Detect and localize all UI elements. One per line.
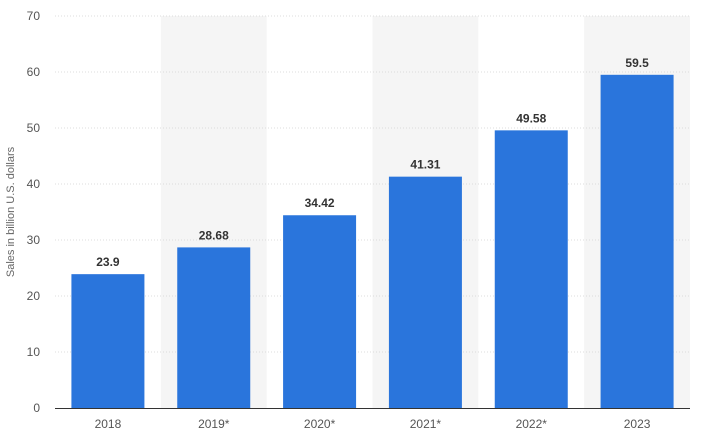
bar-2022[interactable]: [494, 130, 568, 409]
bar-2018[interactable]: [71, 274, 145, 408]
y-tick-label: 70: [27, 9, 41, 23]
bar-2023[interactable]: [600, 74, 674, 409]
y-tick-label: 60: [27, 65, 41, 79]
y-tick-label: 30: [27, 233, 41, 247]
y-axis-title: Sales in billion U.S. dollars: [5, 146, 17, 277]
y-axis-ticks: 0 10 20 30 40 50 60 70: [27, 9, 41, 415]
y-tick-label: 10: [27, 345, 41, 359]
x-tick-label: 2022*: [516, 417, 548, 431]
x-axis-ticks: 2018 2019* 2020* 2021* 2022* 2023: [95, 417, 651, 431]
data-label: 34.42: [305, 196, 335, 210]
data-label: 41.31: [410, 158, 440, 172]
data-label: 28.68: [199, 228, 229, 242]
bars: [71, 74, 674, 409]
data-label: 49.58: [516, 111, 546, 125]
y-tick-label: 0: [33, 401, 40, 415]
y-tick-label: 40: [27, 177, 41, 191]
x-tick-label: 2021*: [410, 417, 442, 431]
data-labels: 23.9 28.68 34.42 41.31 49.58 59.5: [96, 56, 649, 269]
bar-2019[interactable]: [177, 247, 251, 408]
x-tick-label: 2020*: [304, 417, 336, 431]
data-label: 59.5: [625, 56, 649, 70]
y-tick-label: 20: [27, 289, 41, 303]
bar-2020[interactable]: [283, 215, 357, 408]
y-tick-label: 50: [27, 121, 41, 135]
x-tick-label: 2018: [95, 417, 122, 431]
bar-2021[interactable]: [388, 176, 462, 408]
data-label: 23.9: [96, 255, 120, 269]
x-tick-label: 2023: [624, 417, 651, 431]
x-tick-label: 2019*: [198, 417, 230, 431]
gridlines: [55, 15, 690, 353]
